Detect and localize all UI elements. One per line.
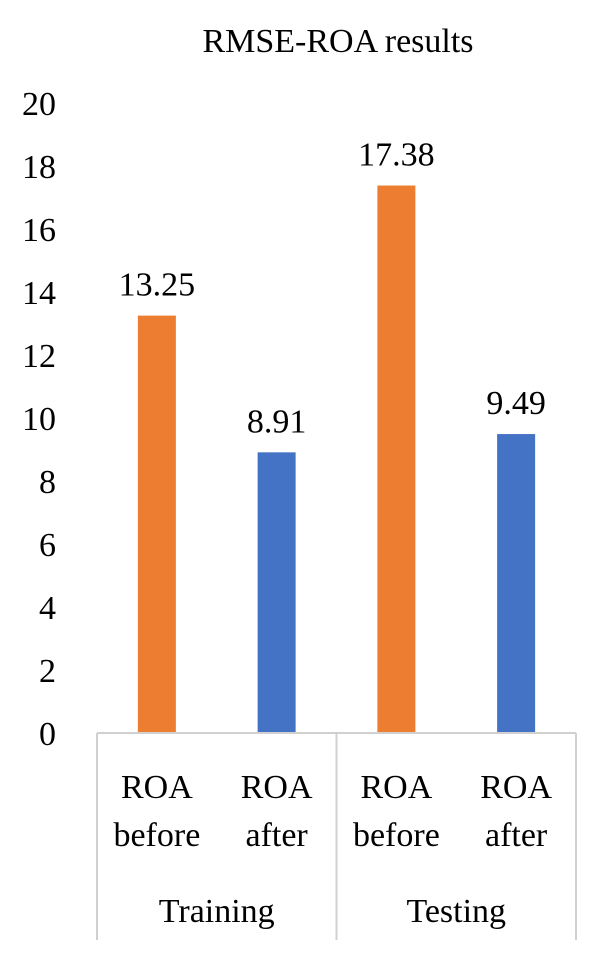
y-tick-label: 18 bbox=[22, 149, 56, 186]
group-label: Testing bbox=[406, 893, 506, 930]
bar bbox=[137, 315, 176, 733]
bar bbox=[497, 434, 536, 733]
chart-title: RMSE-ROA results bbox=[202, 23, 473, 60]
group-label: Training bbox=[159, 893, 275, 930]
category-label-line2: before bbox=[353, 817, 440, 854]
y-axis: 0 2 4 6 8 10 12 14 16 18 20 bbox=[22, 86, 56, 753]
y-tick-label: 0 bbox=[39, 716, 56, 753]
y-tick-label: 2 bbox=[39, 653, 56, 690]
y-tick-label: 14 bbox=[22, 275, 56, 312]
data-label: 13.25 bbox=[119, 267, 196, 304]
data-labels: 13.25 8.91 17.38 9.49 bbox=[119, 137, 546, 441]
x-axis: ROA before ROA after ROA before ROA after Traini… bbox=[96, 732, 577, 940]
y-tick-label: 4 bbox=[39, 590, 56, 627]
category-label-line2: after bbox=[485, 817, 548, 854]
y-tick-label: 8 bbox=[39, 464, 56, 501]
bar bbox=[377, 185, 416, 733]
y-tick-label: 16 bbox=[22, 212, 56, 249]
data-label: 8.91 bbox=[247, 403, 307, 440]
data-label: 9.49 bbox=[486, 385, 546, 422]
y-tick-label: 20 bbox=[22, 86, 56, 123]
y-tick-label: 10 bbox=[22, 401, 56, 438]
data-label: 17.38 bbox=[358, 137, 435, 174]
category-label-line2: after bbox=[245, 817, 308, 854]
category-label-line2: before bbox=[113, 817, 200, 854]
category-label-line1: ROA bbox=[121, 769, 193, 806]
category-label-line1: ROA bbox=[480, 769, 552, 806]
category-label-line1: ROA bbox=[360, 769, 432, 806]
bar bbox=[257, 452, 296, 733]
y-tick-label: 6 bbox=[39, 527, 56, 564]
category-label-line1: ROA bbox=[241, 769, 313, 806]
bars bbox=[137, 185, 536, 733]
y-tick-label: 12 bbox=[22, 338, 56, 375]
